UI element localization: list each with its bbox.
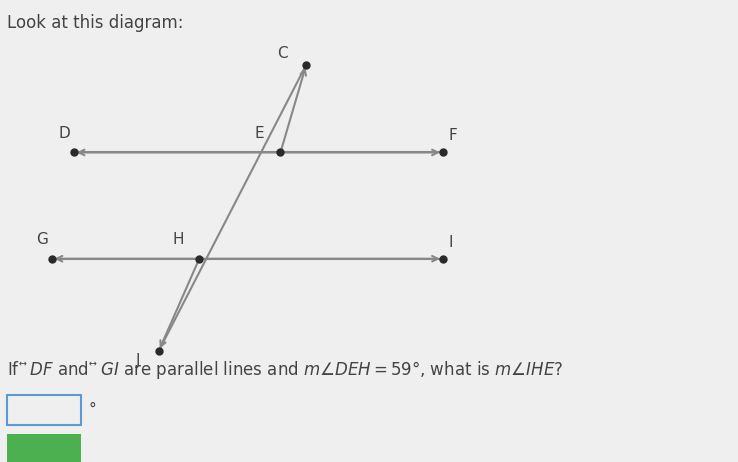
Text: C: C <box>277 46 288 61</box>
Text: If $\overleftrightarrow{DF}$ and $\overleftrightarrow{GI}$ are parallel lines an: If $\overleftrightarrow{DF}$ and $\overl… <box>7 359 564 381</box>
Text: I: I <box>449 236 453 250</box>
Text: J: J <box>136 353 140 368</box>
Text: G: G <box>36 232 48 247</box>
Text: E: E <box>255 126 264 141</box>
Text: F: F <box>449 128 458 143</box>
Text: H: H <box>173 232 184 247</box>
Text: °: ° <box>89 402 97 417</box>
FancyBboxPatch shape <box>7 434 81 462</box>
Text: D: D <box>58 126 70 141</box>
Text: Look at this diagram:: Look at this diagram: <box>7 14 184 32</box>
FancyBboxPatch shape <box>7 395 81 425</box>
